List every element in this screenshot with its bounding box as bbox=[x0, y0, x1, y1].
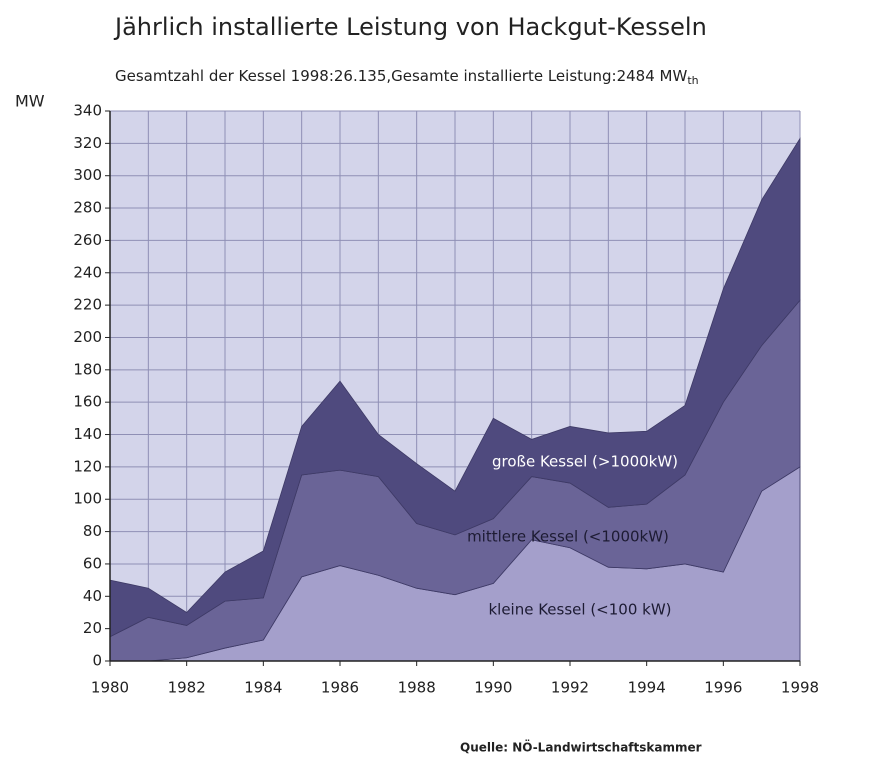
y-tick-label: 340 bbox=[73, 102, 102, 120]
y-tick-label: 100 bbox=[73, 490, 102, 508]
subtitle-text: Gesamtzahl der Kessel 1998:26.135,Gesamt… bbox=[115, 67, 687, 85]
y-tick-label: 20 bbox=[83, 619, 102, 637]
series-label: mittlere Kessel (<1000kW) bbox=[467, 528, 669, 546]
x-tick-label: 1994 bbox=[628, 679, 666, 697]
y-tick-label: 260 bbox=[73, 231, 102, 249]
x-tick-label: 1996 bbox=[704, 679, 742, 697]
y-tick-label: 140 bbox=[73, 425, 102, 443]
chart-title: Jährlich installierte Leistung von Hackg… bbox=[113, 13, 707, 41]
y-tick-label: 120 bbox=[73, 457, 102, 475]
source: Quelle: NÖ-Landwirtschaftskammer bbox=[460, 740, 702, 755]
area bbox=[109, 137, 801, 638]
subtitle-subscript: th bbox=[687, 74, 698, 87]
x-tick-label: 1992 bbox=[551, 679, 589, 697]
x-tick-label: 1990 bbox=[474, 679, 512, 697]
y-tick-label: 160 bbox=[73, 393, 102, 411]
y-tick-label: 180 bbox=[73, 360, 102, 378]
x-tick-label: 1988 bbox=[398, 679, 436, 697]
x-tick-label: 1998 bbox=[781, 679, 819, 697]
y-tick-label: 320 bbox=[73, 134, 102, 152]
y-tick-label: 40 bbox=[83, 587, 102, 605]
x-tick-label: 1986 bbox=[321, 679, 359, 697]
y-tick-label: 300 bbox=[73, 166, 102, 184]
y-axis-label: MW bbox=[15, 92, 45, 111]
y-tick-label: 0 bbox=[92, 652, 102, 670]
series-label: große Kessel (>1000kW) bbox=[492, 453, 678, 471]
x-tick-label: 1984 bbox=[244, 679, 282, 697]
y-tick-label: 80 bbox=[83, 522, 102, 540]
y-tick-label: 200 bbox=[73, 328, 102, 346]
chart-subtitle: Gesamtzahl der Kessel 1998:26.135,Gesamt… bbox=[115, 67, 699, 88]
y-tick-label: 220 bbox=[73, 296, 102, 314]
x-tick-label: 1980 bbox=[91, 679, 129, 697]
series-label: kleine Kessel (<100 kW) bbox=[488, 601, 671, 619]
x-tick-label: 1982 bbox=[168, 679, 206, 697]
y-tick-label: 280 bbox=[73, 199, 102, 217]
y-tick-label: 60 bbox=[83, 554, 102, 572]
y-tick-label: 240 bbox=[73, 263, 102, 281]
